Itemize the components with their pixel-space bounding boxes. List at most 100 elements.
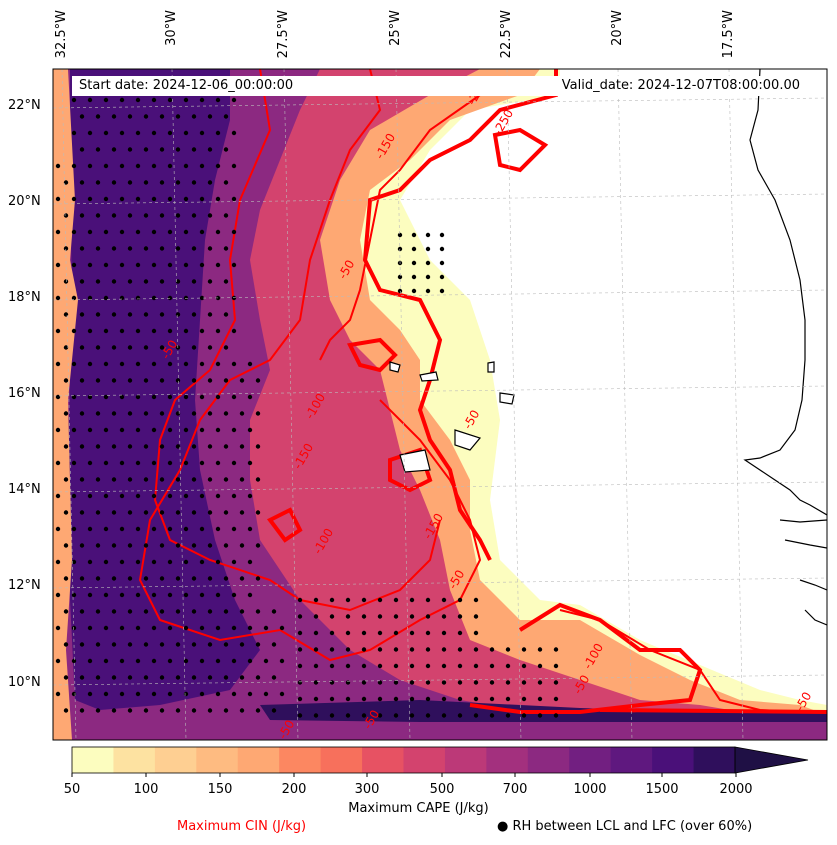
rh-dot [63, 279, 69, 284]
rh-dot [199, 262, 205, 268]
rh-dot [119, 196, 125, 202]
rh-dot [255, 609, 261, 614]
rh-dot [377, 597, 383, 603]
rh-dot [191, 510, 197, 515]
rh-dot [71, 130, 77, 136]
rh-dot [255, 477, 261, 482]
rh-dot [135, 592, 141, 598]
rh-dot [223, 279, 229, 284]
rh-dot [207, 213, 213, 218]
rh-dot [111, 576, 117, 581]
rh-dot [183, 592, 189, 598]
rh-dot [63, 675, 69, 680]
rh-dot [79, 411, 85, 416]
rh-dot [71, 691, 77, 697]
rh-dot [95, 609, 101, 614]
rh-dot [127, 609, 133, 614]
rh-dot [425, 696, 431, 702]
meridian-line [728, 69, 744, 740]
rh-dot [191, 246, 197, 251]
rh-dot [167, 163, 173, 169]
rh-dot [207, 543, 213, 548]
rh-dot [87, 394, 93, 400]
rh-dot [313, 647, 319, 652]
rh-dot [95, 147, 101, 152]
rh-dot [215, 130, 221, 136]
rh-dot [199, 394, 205, 400]
rh-dot [71, 592, 77, 598]
rh-dot [55, 394, 61, 400]
rh-dot [425, 663, 431, 669]
rh-dot [473, 696, 479, 702]
rh-dot [223, 675, 229, 680]
rh-dot [361, 597, 367, 603]
rh-dot [239, 411, 245, 416]
rh-dot [247, 559, 253, 565]
rh-dot [199, 691, 205, 697]
rh-dot [199, 427, 205, 433]
rh-dot [521, 663, 527, 669]
rh-dot [409, 680, 415, 685]
rh-dot [223, 609, 229, 614]
rh-dot [537, 680, 543, 685]
rh-dot [135, 493, 141, 499]
rh-dot [215, 691, 221, 697]
rh-dot [87, 295, 93, 301]
rh-dot [167, 493, 173, 499]
rh-dot [143, 180, 149, 185]
rh-dot [215, 229, 221, 235]
rh-dot [271, 642, 277, 647]
rh-dot [411, 246, 417, 252]
rh-dot [119, 460, 125, 466]
rh-dot [175, 213, 181, 218]
rh-dot [151, 262, 157, 268]
rh-dot [489, 696, 495, 702]
rh-dot [247, 460, 253, 466]
rh-dot [127, 510, 133, 515]
rh-dot [143, 246, 149, 251]
rh-dot [215, 328, 221, 334]
rh-dot [159, 477, 165, 482]
rh-dot [119, 691, 125, 697]
rh-dot [215, 262, 221, 268]
rh-dot [55, 328, 61, 334]
rh-dot [103, 526, 109, 532]
rh-dot [191, 444, 197, 449]
rh-dot [63, 576, 69, 581]
rh-dot [247, 427, 253, 433]
rh-dot [79, 312, 85, 317]
rh-dot [95, 378, 101, 383]
rh-dot [473, 663, 479, 669]
rh-dot [377, 614, 383, 619]
rh-dot [71, 295, 77, 301]
rh-dot [127, 312, 133, 317]
rh-dot [95, 444, 101, 449]
rh-dot [361, 696, 367, 702]
rh-dot [79, 642, 85, 647]
rh-dot [199, 130, 205, 136]
rh-dot [425, 630, 431, 636]
rh-dot [111, 147, 117, 152]
rh-dot [159, 246, 165, 251]
rh-dot [183, 394, 189, 400]
rh-dot [111, 114, 117, 119]
rh-dot [231, 394, 237, 400]
rh-dot [263, 691, 269, 697]
rh-dot [143, 477, 149, 482]
rh-dot [247, 394, 253, 400]
meridian-line [171, 69, 187, 740]
rh-dot [329, 680, 335, 685]
rh-dot [393, 680, 399, 685]
rh-dot [183, 361, 189, 367]
rh-dot [439, 260, 445, 266]
cape-fill-max [68, 69, 260, 710]
rh-dot [87, 658, 93, 664]
rh-dot [103, 328, 109, 334]
rh-dot [255, 576, 261, 581]
rh-dot [151, 592, 157, 598]
rh-dot [553, 713, 559, 718]
rh-dot [223, 114, 229, 119]
rh-dot [255, 510, 261, 515]
rh-dot [143, 708, 149, 713]
rh-dot [199, 361, 205, 367]
